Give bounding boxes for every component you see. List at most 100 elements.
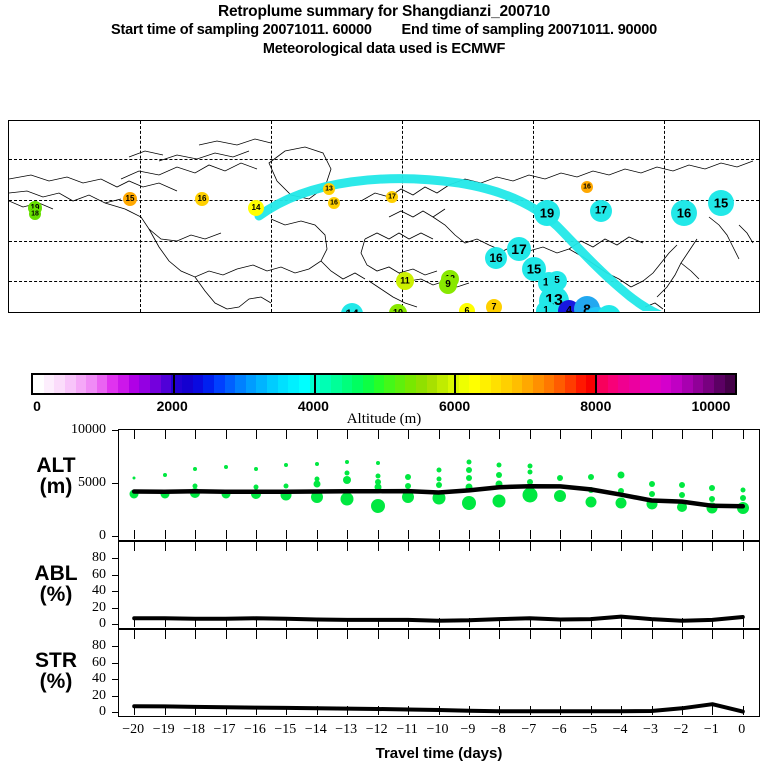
map-plume-marker[interactable]	[459, 303, 475, 312]
colorbar-segment	[501, 375, 512, 393]
colorbar-tick-label: 10000	[691, 398, 731, 414]
map-plume-marker[interactable]	[671, 200, 697, 226]
y-axis-tick	[112, 695, 119, 697]
colorbar-segment	[405, 375, 417, 393]
x-axis-tick	[164, 530, 166, 539]
x-axis-tick	[468, 430, 470, 439]
alt-scatter-point	[344, 470, 350, 476]
alt-scatter-point	[193, 467, 198, 472]
map-marker-day-label: 4	[565, 304, 573, 313]
colorbar-segment	[341, 375, 353, 393]
colorbar-segment	[267, 375, 278, 393]
str-y-tick-label: 0	[99, 704, 106, 719]
x-axis-tick	[681, 430, 683, 439]
x-axis-tick-label: −4	[612, 722, 628, 737]
map-marker-day-label: 17	[594, 204, 608, 217]
alt-scatter-point	[343, 475, 352, 484]
colorbar-segment	[511, 375, 523, 393]
colorbar-segment	[288, 375, 300, 393]
colorbar-segment	[373, 375, 385, 393]
alt-scatter-point	[495, 480, 503, 488]
map-plume-marker[interactable]	[536, 301, 556, 312]
map-marker-day-label: 19	[539, 205, 555, 221]
alt-scatter-point	[496, 462, 502, 468]
alt-panel[interactable]: 0 5000 10000	[71, 422, 760, 543]
alt-scatter-point	[527, 469, 533, 475]
x-axis-tick	[134, 706, 136, 715]
x-axis-tick-label: −15	[274, 722, 297, 737]
map-plume-marker[interactable]	[396, 272, 414, 290]
colorbar-divider	[173, 375, 176, 393]
colorbar-segment	[586, 375, 597, 393]
colorbar-segment	[320, 375, 331, 393]
x-axis-tick-label: −8	[490, 722, 506, 737]
map-plume-marker[interactable]	[341, 303, 363, 312]
x-axis-tick-label: −2	[673, 722, 689, 737]
x-axis-tick	[377, 542, 379, 551]
map-plume-marker[interactable]	[323, 183, 335, 195]
x-axis-tick	[377, 630, 379, 639]
map-plume-marker[interactable]	[485, 247, 507, 269]
map-plume-marker[interactable]	[439, 276, 457, 294]
colorbar-segment	[213, 375, 225, 393]
map-plume-marker[interactable]	[29, 208, 41, 220]
colorbar-segment	[139, 375, 151, 393]
map-plume-marker[interactable]	[597, 305, 621, 312]
alt-scatter-point	[461, 496, 476, 511]
x-axis-tick	[316, 706, 318, 715]
x-axis-tick	[712, 630, 714, 639]
map-plume-marker[interactable]	[507, 237, 531, 261]
map-plume-marker[interactable]	[195, 192, 209, 206]
colorbar-segment	[224, 375, 236, 393]
x-axis-tick	[468, 542, 470, 551]
x-axis-tick	[225, 630, 227, 639]
map-plume-marker[interactable]	[328, 197, 340, 209]
page-title: Retroplume summary for Shangdianzi_20071…	[217, 3, 551, 20]
map-plume-marker[interactable]	[486, 299, 502, 312]
abl-y-tick-label: 60	[92, 566, 106, 582]
alt-scatter-point	[615, 497, 627, 509]
world-map-panel[interactable]: 1915161413161716191716151818191411181110…	[8, 120, 760, 313]
map-marker-day-label: 8	[583, 301, 591, 313]
map-plume-marker[interactable]	[708, 190, 734, 216]
colorbar-segment	[490, 375, 502, 393]
colorbar-segment	[128, 375, 140, 393]
x-axis-tick	[560, 542, 562, 551]
x-axis-tick	[134, 618, 136, 627]
colorbar-segment	[522, 375, 534, 393]
colorbar[interactable]	[31, 373, 737, 395]
map-plume-marker[interactable]	[389, 304, 407, 312]
map-plume-marker[interactable]	[386, 191, 398, 203]
map-plume-marker[interactable]	[581, 307, 613, 312]
x-axis-tick	[164, 630, 166, 639]
colorbar-segment	[43, 375, 55, 393]
colorbar-segment	[181, 375, 193, 393]
alt-mean-line	[131, 483, 746, 509]
map-plume-marker[interactable]	[534, 200, 560, 226]
x-axis-tick	[499, 542, 501, 551]
x-axis-tick	[164, 430, 166, 439]
x-axis-tick	[590, 618, 592, 627]
x-axis-tick	[621, 542, 623, 551]
map-marker-day-label: 1	[543, 305, 549, 313]
alt-scatter-point	[706, 502, 718, 514]
alt-scatter-point	[526, 478, 533, 485]
map-plume-marker[interactable]	[123, 192, 137, 206]
str-panel[interactable]: 0 20 40 60 80	[92, 629, 760, 719]
x-axis-tick	[651, 430, 653, 439]
colorbar-segment	[192, 375, 204, 393]
x-axis-tick	[286, 542, 288, 551]
alt-scatter-point	[522, 487, 538, 503]
map-plume-marker[interactable]	[590, 200, 612, 222]
x-axis-tick	[438, 630, 440, 639]
colorbar-segment	[171, 375, 182, 393]
alt-scatter-point	[709, 495, 716, 502]
x-axis-tick	[621, 430, 623, 439]
x-axis-title: Travel time (days)	[375, 745, 503, 762]
alt-scatter-point	[405, 483, 412, 490]
abl-y-tick-label: 0	[99, 616, 106, 631]
alt-scatter-point	[465, 467, 472, 474]
abl-panel[interactable]: 0 20 40 60 80	[92, 541, 760, 631]
map-plume-marker[interactable]	[248, 200, 264, 216]
map-plume-marker[interactable]	[581, 181, 593, 193]
